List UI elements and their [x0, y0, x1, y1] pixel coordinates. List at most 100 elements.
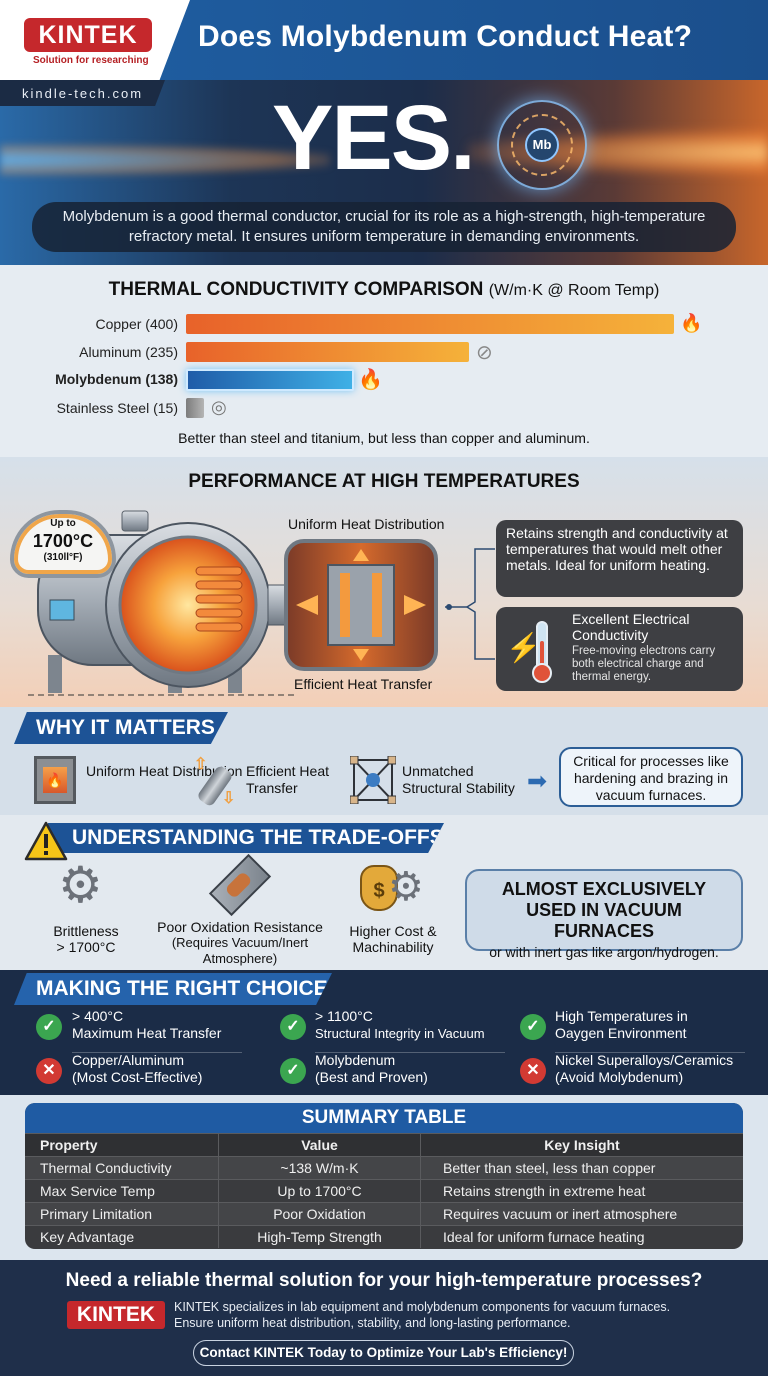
- table-cell: Retains strength in extreme heat: [443, 1183, 646, 1199]
- header-bar: KINTEK Solution for researching Does Mol…: [0, 0, 768, 80]
- cross-icon: ✕: [520, 1058, 546, 1084]
- arrow-right-icon: ➡: [527, 768, 548, 795]
- table-row: Max Service Temp Up to 1700°C Retains st…: [25, 1179, 743, 1202]
- choice-line: (Avoid Molybdenum): [555, 1069, 684, 1085]
- gauge-value: 1700°C: [32, 531, 94, 551]
- check-icon: ✓: [280, 1014, 306, 1040]
- table-row: Key Advantage High-Temp Strength Ideal f…: [25, 1225, 743, 1248]
- kintek-logo[interactable]: KINTEK: [24, 18, 152, 52]
- right-choice-section: MAKING THE RIGHT CHOICE ✓ > 400°C Maximu…: [0, 970, 768, 1095]
- flame-icon: 🔥: [680, 313, 703, 333]
- tradeoff-sub: (Requires Vacuum/Inert Atmosphere): [171, 935, 309, 966]
- section-title: MAKING THE RIGHT CHOICE: [14, 973, 332, 1005]
- footer-line: Ensure uniform heat distribution, stabil…: [174, 1316, 571, 1330]
- bar-row-copper: Copper (400) 🔥: [0, 313, 768, 336]
- bar-label: Aluminum (235): [79, 344, 178, 360]
- table-cell: Primary Limitation: [25, 1203, 219, 1225]
- hero-banner: kindle-tech.com YES. Mb Molybdenum is a …: [0, 80, 768, 265]
- table-row: Thermal Conductivity ~138 W/m·K Better t…: [25, 1156, 743, 1179]
- summary-table: SUMMARY TABLE Property Value Key Insight…: [25, 1103, 743, 1249]
- bar-stainless-steel: [186, 398, 204, 418]
- column-header: Property: [25, 1134, 219, 1156]
- info-card-electrical: ⚡ Excellent Electrical Conductivity Free…: [496, 607, 743, 691]
- choice-item: > 400°C Maximum Heat Transfer: [72, 1008, 221, 1042]
- check-icon: ✓: [280, 1058, 306, 1084]
- section-title: UNDERSTANDING THE TRADE-OFFS: [48, 823, 444, 853]
- corroded-plate-icon: [208, 853, 272, 917]
- footer-title: Need a reliable thermal solution for you…: [65, 1270, 703, 1291]
- page-title: Does Molybdenum Conduct Heat?: [198, 20, 693, 53]
- callout-sub: or with inert gas like argon/hydrogen.: [489, 944, 719, 960]
- thermal-title: THERMAL CONDUCTIVITY COMPARISON: [108, 279, 484, 300]
- temperature-gauge: Up to 1700°C (310ll°F): [10, 510, 116, 578]
- divider: [72, 1052, 242, 1053]
- atom-symbol: Mb: [525, 128, 559, 162]
- summary-section: SUMMARY TABLE Property Value Key Insight…: [0, 1095, 768, 1260]
- tradeoff-label: Higher Cost &: [349, 923, 437, 939]
- callout-title: ALMOST EXCLUSIVELY USED IN VACUUM FURNAC…: [501, 879, 707, 941]
- thermal-comparison-section: THERMAL CONDUCTIVITY COMPARISON (W/m·K @…: [0, 265, 768, 457]
- choice-item: Nickel Superalloys/Ceramics (Avoid Molyb…: [555, 1052, 733, 1086]
- electron-orbit: [511, 114, 573, 176]
- card-electrical-title: Excellent Electrical Conductivity: [572, 611, 690, 643]
- choice-line: (Best and Proven): [315, 1069, 428, 1085]
- choice-line: > 1100°C: [315, 1008, 373, 1024]
- table-cell: Up to 1700°C: [219, 1180, 421, 1202]
- contact-kintek-button[interactable]: Contact KINTEK Today to Optimize Your La…: [193, 1340, 574, 1366]
- column-header: Value: [219, 1134, 421, 1156]
- tradeoff-label: Brittleness: [53, 923, 119, 939]
- table-row: Primary Limitation Poor Oxidation Requir…: [25, 1202, 743, 1225]
- table-cell: Max Service Temp: [25, 1180, 219, 1202]
- furnace-icon: 🔥: [34, 756, 76, 804]
- divider: [555, 1052, 745, 1053]
- thermometer-icon: [532, 621, 552, 683]
- performance-section: PERFORMANCE AT HIGH TEMPERATURES: [0, 457, 768, 707]
- why-callout: Critical for processes like hardening an…: [559, 747, 743, 807]
- choice-line: Molybdenum: [315, 1052, 396, 1068]
- column-header: Key Insight: [544, 1137, 620, 1153]
- table-cell: Key Advantage: [25, 1226, 219, 1248]
- label-efficient-heat-transfer: Efficient Heat Transfer: [294, 676, 433, 692]
- flame-icon: 🔥: [358, 369, 383, 391]
- warning-icon: [24, 821, 68, 861]
- bar-row-aluminum: Aluminum (235) ⊘: [0, 342, 768, 364]
- bar-label: Copper (400): [95, 316, 179, 332]
- table-cell: Thermal Conductivity: [25, 1157, 219, 1179]
- choice-line: Oaygen Environment: [555, 1025, 687, 1041]
- tradeoff-cost: Higher Cost & Machinability: [343, 923, 443, 955]
- site-url[interactable]: kindle-tech.com: [22, 86, 144, 101]
- table-header-row: Property Value Key Insight: [25, 1133, 743, 1156]
- section-title: PERFORMANCE AT HIGH TEMPERATURES: [188, 471, 580, 492]
- check-icon: ✓: [36, 1014, 62, 1040]
- cold-light-streak: [0, 145, 330, 175]
- label-uniform-heat-distribution: Uniform Heat Distribution: [288, 516, 445, 532]
- choice-item: High Temperatures in Oaygen Environment: [555, 1008, 688, 1042]
- choice-line: High Temperatures in: [555, 1008, 688, 1024]
- table-title: SUMMARY TABLE: [25, 1103, 743, 1133]
- info-card-strength: Retains strength and conductivity at tem…: [496, 520, 743, 597]
- tradeoff-label: Poor Oxidation Resistance: [157, 919, 323, 935]
- section-title: WHY IT MATTERS: [14, 712, 228, 744]
- bar-label: Stainless Steel (15): [56, 400, 178, 416]
- disc-icon: ◎: [211, 397, 227, 417]
- table-cell: Poor Oxidation: [219, 1203, 421, 1225]
- section-title: THERMAL CONDUCTIVITY COMPARISON (W/m·K @…: [0, 279, 768, 301]
- choice-item: > 1100°C Structural Integrity in Vacuum: [315, 1008, 485, 1042]
- choice-line: Copper/Aluminum: [72, 1052, 185, 1068]
- table-cell: Requires vacuum or inert atmosphere: [443, 1206, 678, 1222]
- bar-row-stainless-steel: Stainless Steel (15) ◎: [0, 397, 768, 420]
- table-cell: Better than steel, less than copper: [443, 1160, 656, 1176]
- gauge-top-label: Up to: [50, 518, 76, 529]
- cracked-gear-icon: ⚙: [58, 857, 103, 913]
- choice-line: Nickel Superalloys/Ceramics: [555, 1052, 734, 1068]
- check-icon: ✓: [520, 1014, 546, 1040]
- bar-label: Molybdenum (138): [55, 371, 178, 387]
- why-item-stability: Unmatched Structural Stability: [402, 763, 515, 796]
- atom-icon: Mb: [497, 100, 587, 190]
- footer-kintek-logo[interactable]: KINTEK: [67, 1301, 165, 1329]
- gauge-fahrenheit: (310ll°F): [43, 552, 83, 563]
- vacuum-furnace-callout: ALMOST EXCLUSIVELY USED IN VACUUM FURNAC…: [465, 869, 743, 960]
- tradeoffs-section: UNDERSTANDING THE TRADE-OFFS ⚙ Brittlene…: [0, 815, 768, 970]
- choice-item: Molybdenum (Best and Proven): [315, 1052, 428, 1086]
